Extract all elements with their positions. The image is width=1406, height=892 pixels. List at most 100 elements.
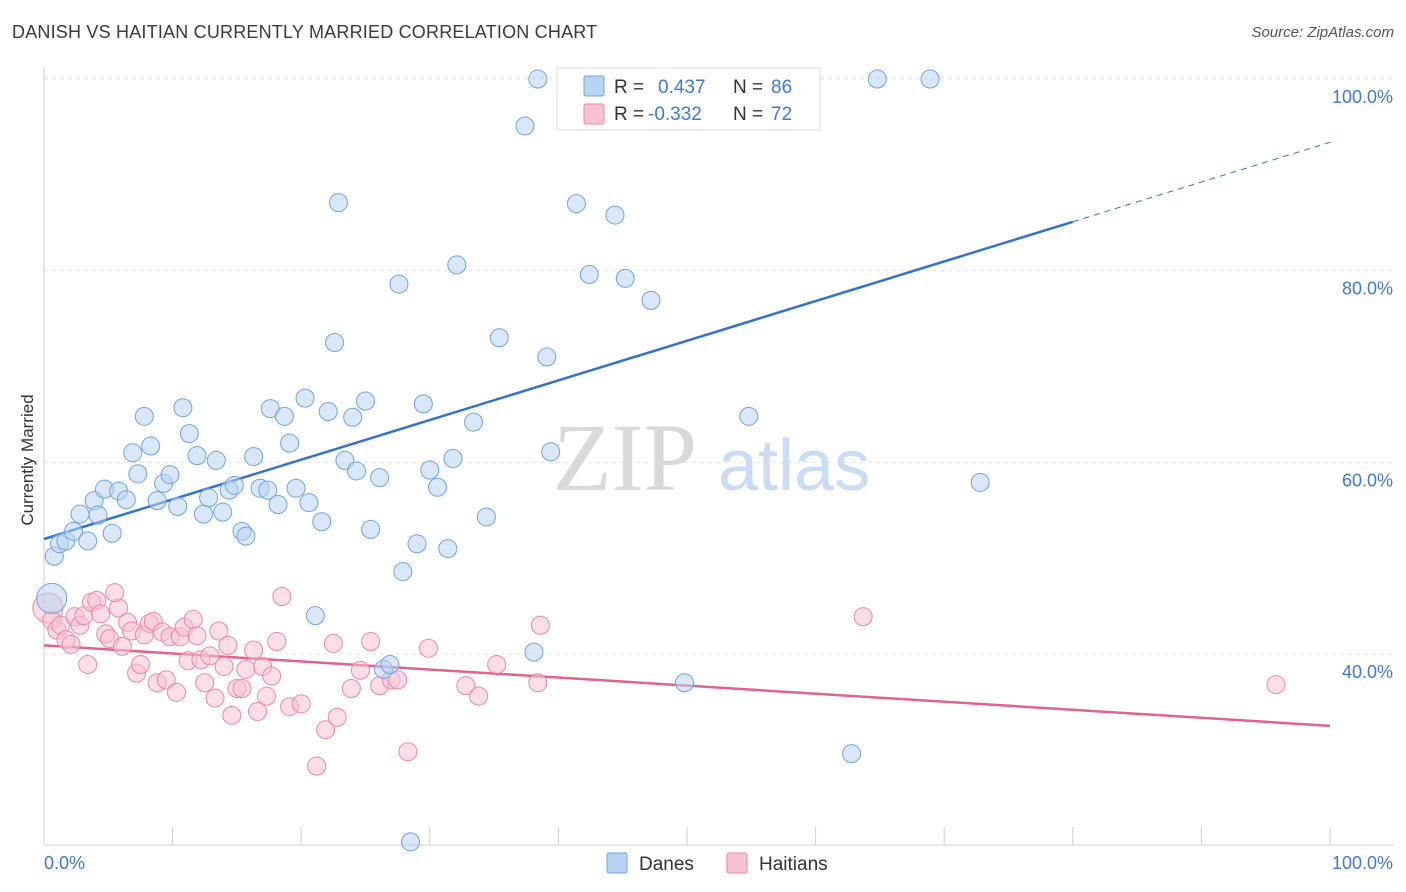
x-tick-label-min: 0.0% <box>44 853 85 873</box>
y-tick-label: 40.0% <box>1342 662 1393 682</box>
haitian-point <box>195 673 215 693</box>
danes-trend-line <box>43 220 1074 541</box>
dane-point <box>199 488 219 508</box>
haitian-point <box>91 604 111 624</box>
haitian-point <box>341 679 361 698</box>
legend-n-label-danes: N = <box>733 77 763 98</box>
dane-point <box>123 443 143 463</box>
gridlines <box>44 76 1393 655</box>
dane-point <box>393 562 413 582</box>
haitian-point <box>456 676 476 696</box>
bottom-legend-swatch-haitians <box>726 852 748 874</box>
haitians-points <box>32 583 1286 776</box>
haitian-point <box>307 756 327 776</box>
danes-trend-extension <box>1072 141 1331 223</box>
dane-point <box>141 436 161 456</box>
haitian-point <box>528 673 548 693</box>
haitian-point <box>469 686 489 706</box>
dane-point <box>615 268 635 288</box>
dane-point <box>187 446 207 466</box>
dane-point <box>541 442 561 462</box>
dane-point <box>116 490 136 510</box>
dane-point <box>160 465 180 485</box>
dane-point <box>179 424 199 444</box>
y-axis-label: Currently Married <box>18 394 37 525</box>
haitian-point <box>187 626 207 646</box>
dane-point <box>244 447 264 467</box>
dane-point <box>343 407 363 427</box>
series-legend: Danes Haitians <box>606 852 828 875</box>
dane-point <box>641 290 661 310</box>
haitian-point <box>244 640 264 660</box>
haitian-point <box>530 615 550 635</box>
dane-point <box>346 461 366 481</box>
haitian-point <box>222 705 242 725</box>
dane-point <box>274 406 294 426</box>
haitian-point <box>209 621 229 641</box>
y-tick-label: 100.0% <box>1332 87 1393 107</box>
dane-point <box>428 477 448 497</box>
dane-point <box>407 534 427 554</box>
haitian-point <box>316 720 336 740</box>
bottom-legend-swatch-danes <box>606 852 628 874</box>
dane-point <box>78 531 98 551</box>
source-label: Source: ZipAtlas.com <box>1251 24 1394 41</box>
dane-point <box>168 496 188 516</box>
correlation-legend: R = 0.437 N = 86 R = -0.332 N = 72 <box>556 67 821 131</box>
dane-point <box>579 265 599 284</box>
dane-point <box>739 406 759 426</box>
dane-point <box>489 328 509 348</box>
legend-n-value-haitians: 72 <box>771 104 792 125</box>
watermark: ZIP atlas <box>553 404 870 511</box>
haitian-point <box>323 633 343 653</box>
haitian-point <box>183 610 203 629</box>
bottom-legend-label-danes: Danes <box>639 854 694 875</box>
haitian-point <box>166 682 186 702</box>
haitian-point <box>291 694 311 714</box>
dane-point <box>389 274 409 294</box>
y-tick-label: 60.0% <box>1342 470 1393 490</box>
dane-point <box>438 539 458 559</box>
dane-point <box>515 116 535 136</box>
haitian-point <box>247 702 267 721</box>
haitian-point <box>105 583 125 603</box>
haitian-point <box>232 679 252 698</box>
haitian-point <box>262 666 282 686</box>
legend-r-value-haitians: -0.332 <box>648 104 702 125</box>
dane-point <box>476 507 496 527</box>
haitian-point <box>272 587 292 606</box>
haitian-point <box>205 688 225 708</box>
dane-point <box>447 255 467 275</box>
haitian-point <box>236 659 256 679</box>
dane-point <box>970 472 990 492</box>
x-tick-marks <box>43 827 1331 845</box>
danes-points <box>36 68 990 852</box>
dane-point <box>867 69 887 89</box>
haitian-point <box>350 660 370 680</box>
dane-point <box>258 480 278 500</box>
dane-point <box>128 464 148 484</box>
legend-r-label-haitians: R = <box>614 104 644 125</box>
dane-point <box>224 475 244 495</box>
dane-point <box>370 468 390 488</box>
dane-point <box>305 606 325 626</box>
legend-swatch-haitians <box>583 103 605 125</box>
haitian-point <box>78 655 98 675</box>
watermark-zip: ZIP <box>553 404 697 511</box>
dane-point <box>206 450 226 470</box>
dane-point <box>566 194 586 214</box>
watermark-atlas: atlas <box>718 426 870 506</box>
haitian-point <box>487 655 507 675</box>
haitian-point <box>214 656 234 676</box>
haitian-point <box>112 636 132 656</box>
bottom-legend-label-haitians: Haitians <box>759 854 828 875</box>
dane-point <box>36 582 68 614</box>
dane-point <box>605 205 625 225</box>
y-tick-labels: 40.0% 60.0% 80.0% 100.0% <box>1332 87 1393 682</box>
dane-point <box>213 502 233 522</box>
legend-n-value-danes: 86 <box>771 77 792 98</box>
dane-point <box>361 519 381 539</box>
dane-point <box>173 398 193 418</box>
dane-point <box>102 523 122 543</box>
